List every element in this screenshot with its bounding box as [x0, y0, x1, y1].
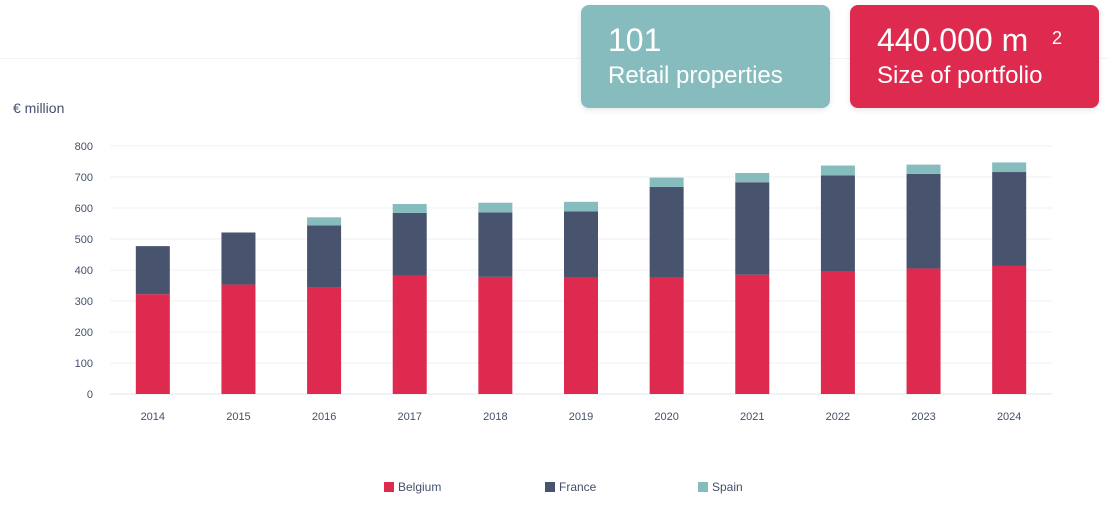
legend-swatch: [545, 482, 555, 492]
bar-segment-belgium: [820, 271, 855, 394]
bar-segment-france: [820, 175, 855, 272]
x-tick-label: 2024: [997, 411, 1021, 423]
bar-segment-belgium: [478, 276, 513, 394]
bar-segment-belgium: [221, 284, 256, 394]
bar-segment-spain: [478, 202, 513, 213]
bar-segment-spain: [307, 217, 342, 226]
x-tick-label: 2021: [740, 411, 764, 423]
retail-properties-label: Retail properties: [608, 62, 783, 89]
bar-segment-spain: [820, 165, 855, 176]
x-tick-label: 2017: [397, 411, 421, 423]
legend-swatch: [698, 482, 708, 492]
portfolio-size-card: 440.000 m 2 Size of portfolio: [850, 5, 1099, 108]
bar-segment-spain: [735, 172, 770, 183]
bar-segment-spain: [992, 162, 1027, 173]
portfolio-size-superscript: 2: [1052, 28, 1063, 48]
y-tick-label: 700: [75, 172, 93, 184]
bar-segment-belgium: [649, 277, 684, 394]
x-tick-label: 2019: [569, 411, 593, 423]
legend-item-belgium[interactable]: Belgium: [384, 480, 441, 494]
legend-item-france[interactable]: France: [545, 480, 596, 494]
x-tick-label: 2023: [911, 411, 935, 423]
x-tick-label: 2015: [226, 411, 250, 423]
x-tick-label: 2018: [483, 411, 507, 423]
bar-segment-spain: [392, 203, 427, 213]
y-tick-label: 800: [75, 141, 93, 153]
chart-legend: Belgium France Spain: [0, 480, 1109, 498]
bar-segment-france: [735, 182, 770, 275]
bar-segment-belgium: [735, 274, 770, 394]
legend-label: France: [559, 480, 597, 494]
y-tick-label: 400: [75, 265, 93, 277]
retail-properties-value: 101: [608, 22, 662, 58]
bar-segment-belgium: [307, 287, 342, 394]
legend-swatch: [384, 482, 394, 492]
bar-segment-spain: [564, 201, 598, 212]
bar-segment-france: [392, 212, 427, 276]
portfolio-size-label: Size of portfolio: [877, 62, 1043, 89]
legend-item-spain[interactable]: Spain: [698, 480, 743, 494]
bar-segment-france: [564, 211, 598, 278]
bar-segment-spain: [906, 164, 941, 174]
y-tick-label: 100: [75, 358, 93, 370]
y-tick-label: 300: [75, 296, 93, 308]
bar-segment-belgium: [992, 265, 1027, 394]
x-tick-label: 2022: [826, 411, 850, 423]
x-tick-label: 2020: [654, 411, 678, 423]
bar-segment-france: [906, 173, 941, 269]
bar-segment-france: [135, 246, 170, 295]
bar-segment-belgium: [135, 294, 170, 394]
x-tick-label: 2016: [312, 411, 336, 423]
bar-segment-spain: [649, 177, 684, 187]
y-tick-label: 0: [87, 389, 93, 401]
y-tick-label: 600: [75, 203, 93, 215]
bar-segment-belgium: [392, 275, 427, 394]
bar-segment-france: [478, 212, 513, 277]
retail-properties-card: 101 Retail properties: [581, 5, 830, 108]
bar-segment-france: [307, 225, 342, 288]
y-tick-label: 200: [75, 327, 93, 339]
legend-label: Spain: [712, 480, 743, 494]
bar-segment-france: [649, 186, 684, 278]
y-tick-label: 500: [75, 234, 93, 246]
stacked-bar-chart: 0 100 200 300 400 500 600 700 800 2014 2015 2016 201…: [75, 141, 1052, 423]
portfolio-size-value: 440.000 m: [877, 22, 1029, 58]
legend-label: Belgium: [398, 480, 442, 494]
y-axis-unit-label: € million: [13, 100, 65, 116]
x-tick-label: 2014: [141, 411, 165, 423]
bar-segment-france: [992, 172, 1027, 266]
bar-segment-belgium: [906, 268, 941, 394]
bar-segment-france: [221, 232, 256, 285]
bar-segment-belgium: [564, 277, 598, 394]
